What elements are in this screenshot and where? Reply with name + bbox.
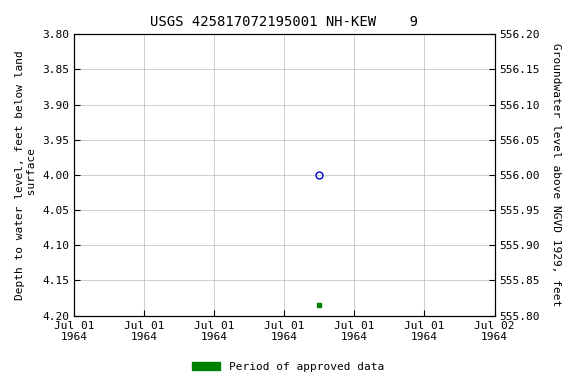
Y-axis label: Depth to water level, feet below land
 surface: Depth to water level, feet below land su… (15, 50, 37, 300)
Y-axis label: Groundwater level above NGVD 1929, feet: Groundwater level above NGVD 1929, feet (551, 43, 561, 306)
Legend: Period of approved data: Period of approved data (188, 358, 388, 377)
Title: USGS 425817072195001 NH-KEW    9: USGS 425817072195001 NH-KEW 9 (150, 15, 418, 29)
